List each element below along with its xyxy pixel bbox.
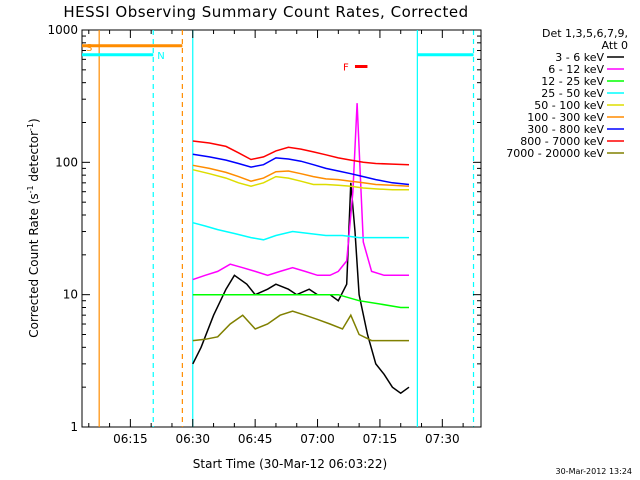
night-bar-label: N — [157, 51, 164, 62]
y-axis-label: Corrected Count Rate (s-1 detector-1) — [26, 118, 41, 337]
x-axis-label: Start Time (30-Mar-12 06:03:22) — [193, 457, 387, 471]
legend-entry: 800 - 7000 keV — [520, 135, 604, 148]
legend-entry: 3 - 6 keV — [555, 51, 604, 64]
series-line — [192, 140, 410, 166]
y-axis: 1 10 100 1000 — [47, 23, 481, 434]
flare-marker-label: F — [343, 62, 349, 73]
legend-entry: 6 - 12 keV — [548, 63, 604, 76]
legend-header: Det 1,3,5,6,7,9, — [542, 27, 628, 40]
legend-header: Att 0 — [602, 39, 628, 52]
y-axis-label-end: ) — [27, 118, 41, 123]
legend-entry: 100 - 300 keV — [527, 111, 604, 124]
y-tick-label: 1000 — [47, 23, 78, 37]
x-tick-label: 07:30 — [425, 432, 460, 446]
x-tick-label: 06:30 — [175, 432, 210, 446]
vertical-marker-lines — [98, 30, 475, 427]
series-line — [192, 153, 410, 186]
series-line — [192, 103, 409, 281]
status-bars: S N F — [82, 43, 474, 73]
legend-entry: 12 - 25 keV — [541, 75, 604, 88]
series-line — [192, 182, 410, 395]
y-axis-label-sup1: -1 — [26, 185, 35, 193]
x-axis: 06:15 06:30 06:45 07:00 07:15 07:30 — [88, 30, 464, 446]
y-axis-label-main: Corrected Count Rate (s — [27, 193, 41, 337]
series-line — [192, 164, 410, 187]
legend-entry: 50 - 100 keV — [534, 99, 604, 112]
series-line — [192, 221, 409, 241]
x-tick-label: 06:15 — [113, 432, 148, 446]
x-tick-label: 07:00 — [300, 432, 335, 446]
y-axis-label-sup2: -1 — [26, 123, 35, 131]
y-tick-label: 100 — [55, 155, 78, 169]
y-tick-label: 1 — [70, 420, 78, 434]
series-group — [192, 103, 410, 395]
plot-frame — [81, 29, 482, 428]
legend-entry: 300 - 800 keV — [527, 123, 604, 136]
x-tick-label: 06:45 — [238, 432, 273, 446]
series-line — [192, 293, 409, 309]
legend-entry: 7000 - 20000 keV — [506, 147, 604, 160]
chart-title: HESSI Observing Summary Count Rates, Cor… — [63, 3, 468, 21]
y-tick-label: 10 — [63, 288, 78, 302]
series-line — [192, 310, 409, 342]
legend-entry: 25 - 50 keV — [541, 87, 604, 100]
y-axis-label-mid: detector — [27, 131, 41, 186]
series-line — [192, 168, 409, 191]
x-tick-label: 07:15 — [363, 432, 398, 446]
date-stamp: 30-Mar-2012 13:24 — [556, 467, 633, 476]
attenuator-bar-label: S — [86, 43, 92, 54]
